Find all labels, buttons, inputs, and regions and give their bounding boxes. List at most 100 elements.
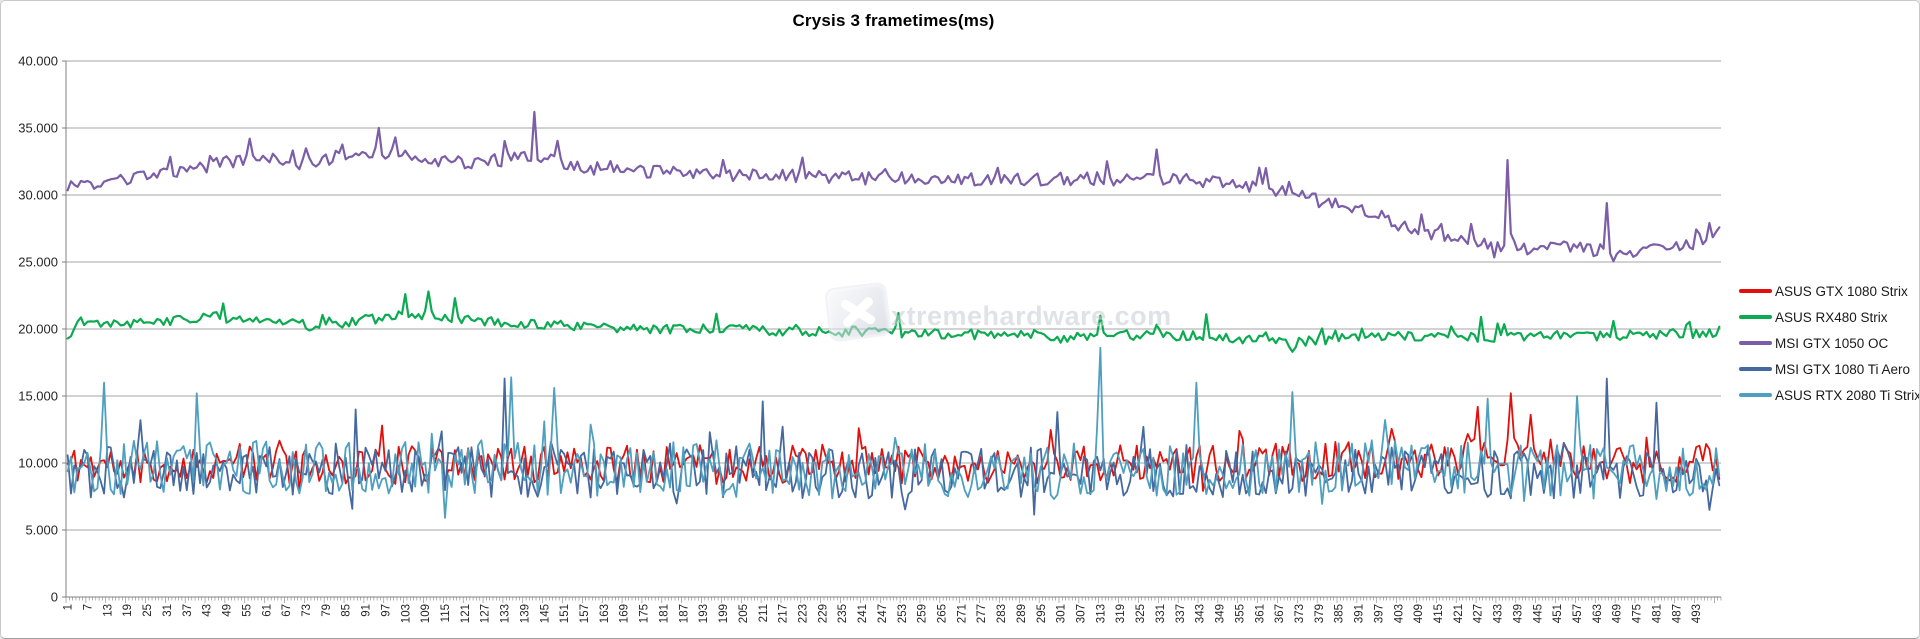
svg-text:97: 97 — [380, 604, 392, 617]
svg-text:49: 49 — [222, 604, 234, 617]
svg-text:307: 307 — [1076, 604, 1088, 623]
svg-text:30.000: 30.000 — [18, 188, 58, 203]
svg-text:463: 463 — [1592, 604, 1604, 623]
svg-text:331: 331 — [1155, 604, 1167, 623]
legend-item-msi-gtx-1080-ti-aero: MSI GTX 1080 Ti Aero — [1739, 356, 1920, 382]
svg-text:193: 193 — [698, 604, 710, 623]
legend-item-msi-gtx-1050-oc: MSI GTX 1050 OC — [1739, 330, 1920, 356]
svg-text:265: 265 — [937, 604, 949, 623]
svg-text:145: 145 — [539, 604, 551, 623]
svg-text:31: 31 — [162, 604, 174, 617]
svg-text:277: 277 — [976, 604, 988, 623]
svg-text:301: 301 — [1056, 604, 1068, 623]
svg-text:361: 361 — [1254, 604, 1266, 623]
svg-text:55: 55 — [241, 604, 253, 617]
svg-text:25.000: 25.000 — [18, 255, 58, 270]
svg-text:325: 325 — [1135, 604, 1147, 623]
svg-text:115: 115 — [440, 604, 452, 622]
svg-text:205: 205 — [738, 604, 750, 623]
svg-text:493: 493 — [1691, 604, 1703, 623]
legend-label: MSI GTX 1050 OC — [1775, 336, 1888, 351]
series-line-msi-gtx-1050-oc — [68, 112, 1720, 261]
svg-text:175: 175 — [639, 604, 651, 623]
svg-text:385: 385 — [1334, 604, 1346, 623]
svg-text:481: 481 — [1652, 604, 1664, 623]
svg-text:181: 181 — [659, 604, 671, 623]
svg-text:35.000: 35.000 — [18, 121, 58, 136]
svg-text:91: 91 — [361, 604, 373, 617]
y-axis-labels: 40.000 35.000 30.000 25.000 20.000 15.000 10.0… — [18, 54, 58, 605]
svg-text:43: 43 — [202, 604, 214, 617]
svg-text:169: 169 — [619, 604, 631, 623]
svg-text:391: 391 — [1354, 604, 1366, 623]
svg-text:79: 79 — [321, 604, 333, 617]
svg-text:379: 379 — [1314, 604, 1326, 623]
legend-swatch-icon — [1739, 315, 1772, 319]
svg-text:1: 1 — [63, 604, 75, 610]
svg-text:5.000: 5.000 — [25, 523, 58, 538]
svg-text:19: 19 — [122, 604, 134, 617]
svg-text:445: 445 — [1532, 604, 1544, 623]
svg-text:211: 211 — [758, 604, 770, 622]
svg-text:199: 199 — [718, 604, 730, 623]
legend: ASUS GTX 1080 Strix ASUS RX480 Strix MSI G… — [1739, 278, 1920, 408]
svg-text:223: 223 — [798, 604, 810, 623]
svg-text:313: 313 — [1095, 604, 1107, 623]
svg-text:319: 319 — [1115, 604, 1127, 623]
legend-swatch-icon — [1739, 289, 1772, 293]
svg-text:343: 343 — [1195, 604, 1207, 623]
legend-swatch-icon — [1739, 341, 1772, 345]
x-axis-labels: 1713192531374349556167737985919710310911… — [63, 604, 1704, 623]
svg-text:235: 235 — [837, 604, 849, 623]
series-lines — [68, 112, 1720, 518]
svg-text:25: 25 — [142, 604, 154, 617]
svg-text:163: 163 — [599, 604, 611, 623]
legend-swatch-icon — [1739, 367, 1772, 371]
svg-text:20.000: 20.000 — [18, 322, 58, 337]
svg-text:139: 139 — [519, 604, 531, 623]
svg-text:475: 475 — [1632, 604, 1644, 623]
svg-text:439: 439 — [1512, 604, 1524, 623]
svg-text:403: 403 — [1393, 604, 1405, 623]
legend-item-asus-gtx-1080-strix: ASUS GTX 1080 Strix — [1739, 278, 1920, 304]
svg-text:7: 7 — [83, 604, 95, 610]
svg-text:241: 241 — [857, 604, 869, 623]
svg-text:157: 157 — [579, 604, 591, 623]
legend-label: MSI GTX 1080 Ti Aero — [1775, 362, 1910, 377]
svg-text:37: 37 — [182, 604, 194, 617]
svg-text:259: 259 — [917, 604, 929, 623]
svg-text:397: 397 — [1373, 604, 1385, 623]
svg-text:409: 409 — [1413, 604, 1425, 623]
svg-text:487: 487 — [1671, 604, 1683, 623]
chart-frame: Crysis 3 frametimes(ms) 40.00035.00030.0… — [0, 0, 1920, 639]
svg-text:40.000: 40.000 — [18, 54, 58, 69]
svg-text:295: 295 — [1036, 604, 1048, 623]
svg-text:0: 0 — [51, 590, 58, 605]
legend-label: ASUS RX480 Strix — [1775, 310, 1888, 325]
legend-item-asus-rx480-strix: ASUS RX480 Strix — [1739, 304, 1920, 330]
svg-text:289: 289 — [1016, 604, 1028, 623]
svg-text:283: 283 — [996, 604, 1008, 623]
series-line-asus-rx480-strix — [68, 291, 1720, 351]
svg-text:427: 427 — [1473, 604, 1485, 623]
svg-text:103: 103 — [400, 604, 412, 623]
svg-text:247: 247 — [877, 604, 889, 623]
svg-text:10.000: 10.000 — [18, 456, 58, 471]
legend-label: ASUS GTX 1080 Strix — [1775, 284, 1908, 299]
svg-text:367: 367 — [1274, 604, 1286, 623]
svg-text:457: 457 — [1572, 604, 1584, 623]
svg-text:451: 451 — [1552, 604, 1564, 623]
svg-text:187: 187 — [678, 604, 690, 623]
svg-text:421: 421 — [1453, 604, 1465, 623]
legend-swatch-icon — [1739, 393, 1772, 397]
series-line-asus-rtx-2080-ti-strix — [68, 348, 1720, 518]
svg-text:67: 67 — [281, 604, 293, 617]
svg-text:15.000: 15.000 — [18, 389, 58, 404]
svg-text:271: 271 — [956, 604, 968, 623]
svg-text:13: 13 — [102, 604, 114, 617]
svg-text:355: 355 — [1234, 604, 1246, 623]
svg-text:109: 109 — [420, 604, 432, 623]
svg-text:349: 349 — [1215, 604, 1227, 623]
plot-area: 40.00035.00030.00025.00020.00015.00010.0… — [1, 1, 1919, 638]
x-axis-ticks — [66, 597, 1721, 603]
